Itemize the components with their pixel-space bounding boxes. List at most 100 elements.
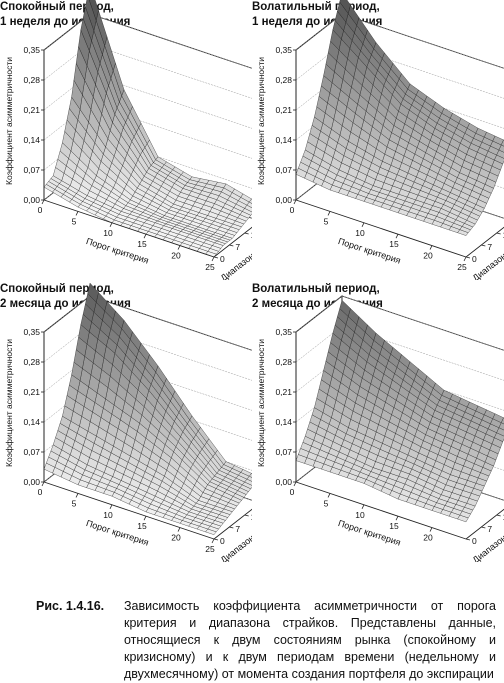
x-axis-line — [295, 199, 467, 258]
x-tick-label: 20 — [171, 251, 181, 261]
z-axis-label: Коэффициент асимметричности — [4, 339, 14, 467]
x-tick — [327, 211, 331, 216]
y-tick-label: 0 — [220, 536, 225, 546]
x-tick-label: 20 — [423, 533, 433, 543]
x-axis-line — [43, 481, 215, 540]
chart-panel-volatile-2months: Волатильный период, 2 месяца до истечени… — [252, 282, 504, 562]
x-tick-label: 5 — [324, 498, 329, 508]
z-tick-label: 0,07 — [275, 447, 292, 457]
x-tick-label: 0 — [38, 487, 43, 497]
z-tick-label: 0,00 — [275, 195, 292, 205]
z-tick-label: 0,28 — [23, 357, 40, 367]
surface-chart: 0,00 0,07 0,14 0,21 0,28 0,35 Коэффициент асим… — [4, 0, 252, 280]
x-tick-label: 5 — [72, 216, 77, 226]
y-tick-label: 0 — [472, 254, 477, 264]
y-tick-label: 7 — [235, 242, 240, 252]
x-tick-label: 25 — [457, 262, 467, 272]
axis-frame — [43, 50, 252, 258]
z-tick-label: 0,07 — [23, 165, 40, 175]
surface-cell — [339, 299, 351, 317]
surface-chart: 0,00 0,07 0,14 0,21 0,28 0,35 Коэффициент асим… — [4, 282, 252, 562]
x-tick-label: 5 — [72, 498, 77, 508]
z-axis-label: Коэффициент асимметричности — [256, 339, 266, 467]
y-tick — [496, 514, 501, 517]
z-tick-label: 0,21 — [23, 105, 40, 115]
y-tick — [213, 256, 219, 259]
x-tick — [293, 199, 297, 205]
y-tick — [481, 526, 486, 529]
x-tick-label: 0 — [38, 205, 43, 215]
y-tick-label: 0 — [472, 536, 477, 546]
x-tick-label: 10 — [103, 510, 113, 520]
x-tick-label: 15 — [137, 521, 147, 531]
z-tick-label: 0,21 — [23, 387, 40, 397]
z-axis: 0,00 0,07 0,14 0,21 0,28 0,35 Коэффициент асим… — [4, 327, 44, 487]
x-tick-label: 0 — [290, 487, 295, 497]
y-axis-label: Диапазон страйков — [471, 508, 504, 562]
axis-frame — [295, 50, 504, 258]
z-tick-label: 0,14 — [275, 417, 292, 427]
y-tick — [481, 244, 486, 247]
chart-panel-calm-2months: Спокойный период, 2 месяца до истечения … — [0, 282, 252, 562]
z-tick-label: 0,28 — [275, 357, 292, 367]
y-axis-line — [213, 508, 252, 540]
x-tick — [395, 516, 399, 521]
chart-title-line1: Волатильный период, — [252, 283, 380, 295]
x-tick-label: 5 — [324, 216, 329, 226]
y-tick-label: 14 — [251, 230, 252, 240]
x-tick-label: 15 — [389, 239, 399, 249]
x-tick — [361, 504, 365, 509]
x-tick — [41, 199, 45, 205]
figure-caption-text: Зависимость коэффициента асимметричности… — [124, 599, 496, 681]
y-tick — [213, 538, 219, 541]
y-tick-label: 14 — [503, 512, 504, 522]
z-axis: 0,00 0,07 0,14 0,21 0,28 0,35 Коэффициент асим… — [256, 327, 296, 487]
z-tick-label: 0,00 — [23, 195, 40, 205]
y-tick-label: 14 — [251, 512, 252, 522]
z-tick-label: 0,35 — [275, 45, 292, 55]
y-tick-label: 0 — [220, 254, 225, 264]
x-tick — [109, 504, 113, 509]
y-tick — [465, 256, 471, 259]
y-tick-label: 7 — [487, 242, 492, 252]
x-tick — [463, 256, 467, 262]
z-tick-label: 0,35 — [23, 45, 40, 55]
x-tick-label: 25 — [205, 262, 215, 272]
x-tick — [211, 538, 215, 544]
z-tick-label: 0,07 — [275, 165, 292, 175]
z-axis-label: Коэффициент асимметричности — [256, 57, 266, 185]
y-axis-label: Диапазон страйков — [471, 226, 504, 280]
chart-panel-volatile-1week: Волатильный период, 1 неделя до истечени… — [252, 0, 504, 280]
x-tick — [41, 481, 45, 487]
z-tick-label: 0,28 — [275, 75, 292, 85]
x-tick — [429, 245, 433, 250]
z-axis-label: Коэффициент асимметричности — [4, 57, 14, 185]
x-tick — [75, 211, 79, 216]
z-gridline — [295, 295, 504, 351]
surface-cell — [339, 0, 351, 14]
y-tick-label: 14 — [503, 230, 504, 240]
x-tick — [143, 234, 147, 239]
z-tick-label: 0,21 — [275, 387, 292, 397]
x-tick — [327, 493, 331, 498]
x-tick — [143, 516, 147, 521]
x-tick — [395, 234, 399, 239]
x-tick — [177, 245, 181, 250]
x-axis-line — [43, 199, 215, 258]
surface-mesh — [295, 0, 504, 236]
x-tick-label: 20 — [171, 533, 181, 543]
x-tick — [361, 222, 365, 227]
x-tick-label: 10 — [355, 228, 365, 238]
z-tick-label: 0,28 — [23, 75, 40, 85]
z-tick-label: 0,35 — [23, 327, 40, 337]
surface-mesh — [43, 0, 252, 258]
z-tick-label: 0,14 — [23, 135, 40, 145]
z-tick-label: 0,21 — [275, 105, 292, 115]
surface-mesh — [43, 282, 252, 535]
x-tick-label: 15 — [389, 521, 399, 531]
y-tick — [496, 232, 501, 235]
chart-title-line1: Спокойный период, — [0, 283, 114, 295]
z-tick-label: 0,14 — [23, 417, 40, 427]
y-axis-line — [465, 508, 504, 540]
surface-chart: 0,00 0,07 0,14 0,21 0,28 0,35 Коэффициент асим… — [256, 0, 504, 280]
